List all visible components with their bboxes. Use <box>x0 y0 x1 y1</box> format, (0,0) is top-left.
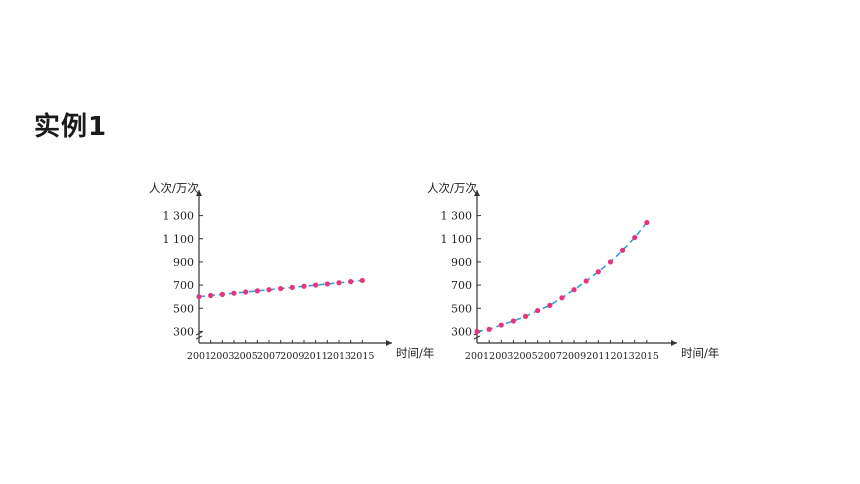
data-point-2014 <box>632 234 638 241</box>
slide-heading: 实例1 <box>34 112 108 142</box>
y-tick-label: 700 <box>451 279 472 292</box>
y-axis-arrow <box>474 190 480 196</box>
data-point-2010 <box>301 283 307 289</box>
data-point-2006 <box>254 288 260 294</box>
x-tick-label: 2013 <box>611 351 635 362</box>
y-tick-label: 500 <box>451 302 472 315</box>
y-axis-title: 人次/万次 <box>427 181 477 195</box>
y-tick-label: 1 100 <box>441 233 473 246</box>
x-tick-label: 2001 <box>465 351 489 362</box>
x-tick-label: 2015 <box>350 351 374 362</box>
y-axis-arrow <box>196 190 202 196</box>
data-point-2001 <box>474 328 480 335</box>
data-point-2002 <box>208 292 214 299</box>
data-point-2004 <box>510 318 516 324</box>
data-point-2012 <box>324 281 330 287</box>
y-tick-label: 1 300 <box>163 210 195 223</box>
data-point-2004 <box>231 290 237 296</box>
data-point-2007 <box>547 302 553 308</box>
y-tick-label: 300 <box>451 325 472 338</box>
data-point-2015 <box>359 277 365 284</box>
y-tick-label: 1 300 <box>441 210 473 223</box>
x-tick-label: 2003 <box>210 351 234 362</box>
x-axis-arrow <box>671 340 677 346</box>
data-point-2005 <box>243 289 249 295</box>
y-tick-label: 300 <box>173 325 194 338</box>
x-axis-arrow <box>386 340 392 346</box>
data-point-2012 <box>607 259 614 265</box>
y-tick-label: 500 <box>173 302 194 315</box>
data-point-2003 <box>498 322 504 328</box>
x-tick-label: 2009 <box>280 351 304 362</box>
data-point-2009 <box>289 284 295 290</box>
x-tick-label: 2013 <box>327 351 351 362</box>
data-point-2010 <box>583 278 589 284</box>
data-point-2015 <box>644 219 650 226</box>
x-axis-title: 时间/年 <box>396 346 434 360</box>
data-point-2001 <box>196 294 202 300</box>
y-tick-label: 700 <box>173 279 194 292</box>
y-axis-break <box>195 331 203 340</box>
x-tick-label: 2011 <box>304 351 328 362</box>
data-point-2008 <box>559 295 565 301</box>
y-tick-label: 900 <box>451 256 472 269</box>
x-tick-label: 2005 <box>513 351 537 362</box>
data-point-2006 <box>535 307 541 314</box>
x-tick-label: 2007 <box>257 351 281 362</box>
data-point-2002 <box>486 326 492 332</box>
data-point-2011 <box>313 282 319 288</box>
x-tick-label: 2009 <box>562 351 586 362</box>
x-tick-label: 2001 <box>187 351 211 362</box>
x-tick-label: 2015 <box>635 351 659 362</box>
data-point-2008 <box>278 285 284 292</box>
x-tick-label: 2011 <box>586 351 610 362</box>
x-tick-label: 2007 <box>538 351 562 362</box>
data-point-2007 <box>266 287 272 293</box>
x-tick-label: 2003 <box>489 351 513 362</box>
data-point-2013 <box>620 247 626 253</box>
data-point-2005 <box>522 313 529 319</box>
x-tick-label: 2005 <box>234 351 258 362</box>
trend-line <box>476 222 648 333</box>
x-axis-title: 时间/年 <box>681 346 719 360</box>
y-axis-title: 人次/万次 <box>149 181 199 195</box>
data-point-2011 <box>595 269 601 275</box>
y-tick-label: 900 <box>173 256 194 269</box>
data-point-2009 <box>571 287 577 293</box>
data-point-2014 <box>348 279 354 285</box>
data-point-2003 <box>219 291 225 297</box>
y-tick-label: 1 100 <box>163 233 195 246</box>
data-point-2013 <box>336 280 342 286</box>
